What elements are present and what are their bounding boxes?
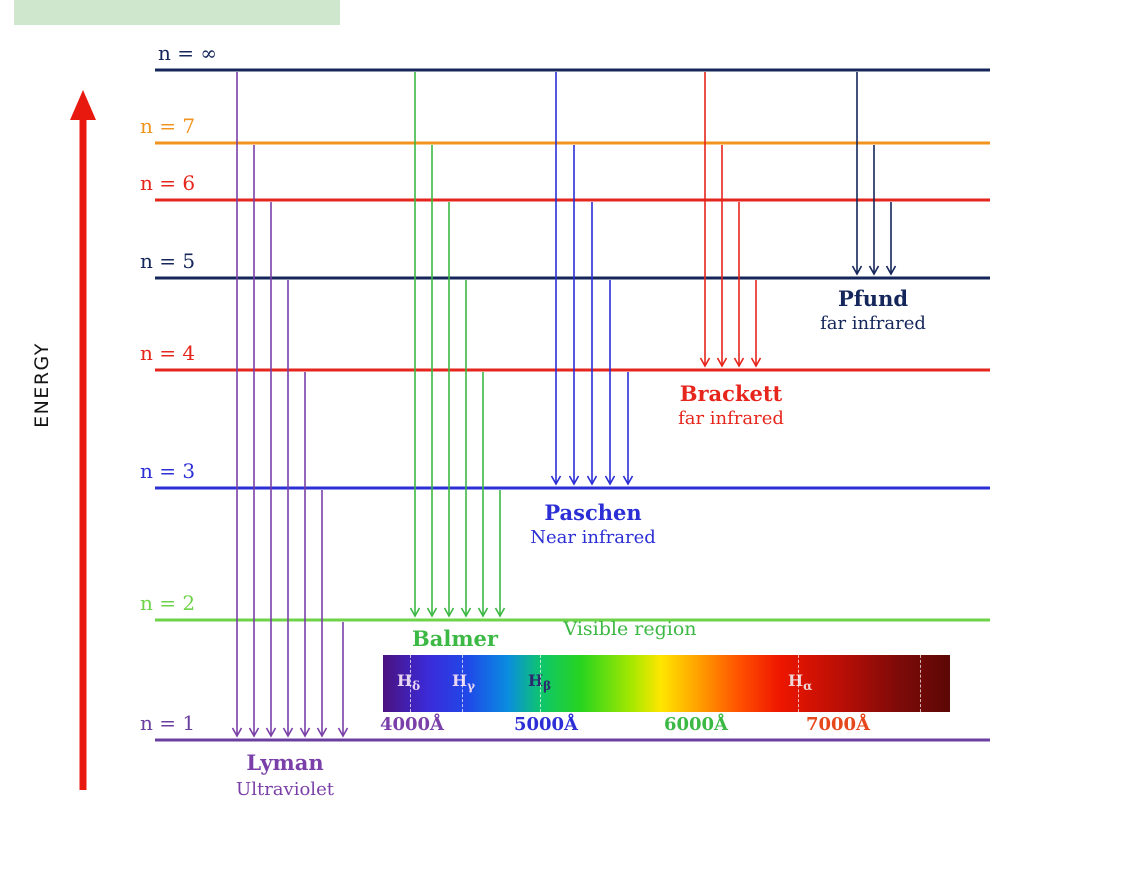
energy-arrow-head [70, 90, 96, 120]
lyman-arrowhead-n7 [248, 727, 260, 738]
balmer-arrowhead-n6 [443, 607, 455, 618]
spectrum-extra-tick-0 [920, 655, 921, 712]
brackett-arrowhead-ninf [699, 357, 711, 368]
lyman-arrowhead-n3 [316, 727, 328, 738]
lyman-arrowhead-n6 [265, 727, 277, 738]
spectral-line-tick-h-gamma [462, 655, 463, 712]
pfund-arrowhead-n6 [885, 265, 897, 276]
lyman-arrowhead-n2 [337, 727, 349, 738]
balmer-arrowhead-n4 [477, 607, 489, 618]
spectral-line-label-h-delta: Hδ [397, 671, 421, 694]
brackett-arrowhead-n6 [733, 357, 745, 368]
paschen-arrowhead-n5 [604, 475, 616, 486]
balmer-arrowhead-n5 [460, 607, 472, 618]
balmer-arrowhead-n3 [494, 607, 506, 618]
lyman-arrowhead-ninf [231, 727, 243, 738]
lyman-arrowhead-n4 [299, 727, 311, 738]
paschen-arrowhead-n4 [622, 475, 634, 486]
spectral-line-label-h-alpha: Hα [788, 671, 813, 694]
spectral-line-label-h-gamma: Hγ [452, 671, 476, 694]
balmer-arrowhead-n7 [426, 607, 438, 618]
pfund-arrowhead-ninf [851, 265, 863, 276]
brackett-arrowhead-n5 [750, 357, 762, 368]
paschen-arrowhead-n6 [586, 475, 598, 486]
spectral-line-tick-h-delta [410, 655, 411, 712]
visible-spectrum-bar: Hδ Hγ Hβ Hα [383, 655, 950, 712]
spectral-line-tick-h-beta [540, 655, 541, 712]
lyman-arrowhead-n5 [282, 727, 294, 738]
paschen-arrowhead-n7 [568, 475, 580, 486]
top-green-banner [14, 0, 340, 25]
balmer-arrowhead-ninf [409, 607, 421, 618]
spectral-line-tick-h-alpha [798, 655, 799, 712]
pfund-arrowhead-n7 [868, 265, 880, 276]
spectral-line-label-h-beta: Hβ [528, 671, 552, 694]
paschen-arrowhead-ninf [550, 475, 562, 486]
brackett-arrowhead-n7 [716, 357, 728, 368]
